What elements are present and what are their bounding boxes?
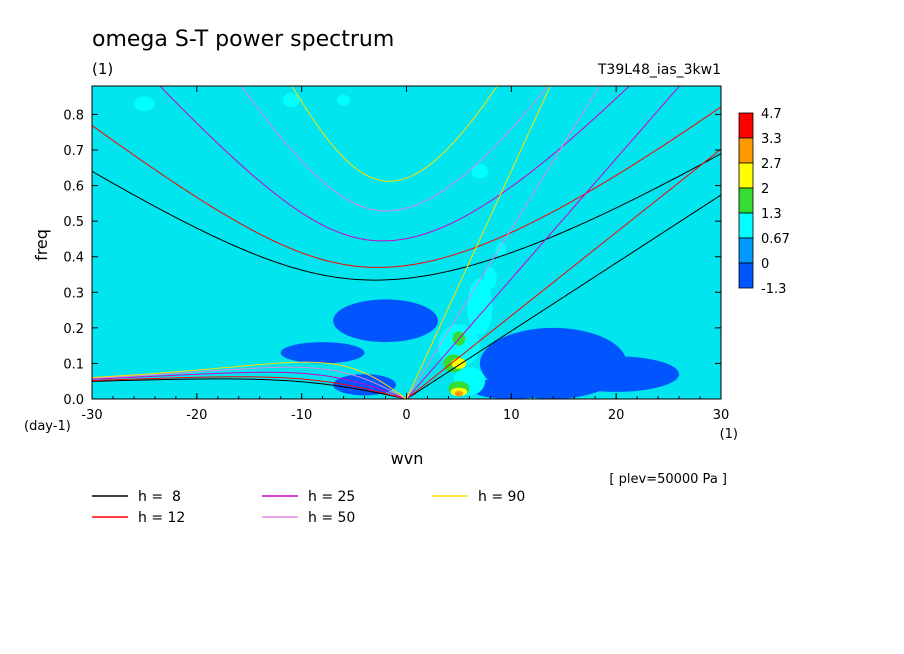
dispersion-curve-ig-h12: [92, 106, 721, 268]
spectral-patch-3: [553, 356, 680, 392]
dispersion-curve-rossby-h25: [92, 371, 407, 399]
dispersion-curve-ig-h25: [159, 86, 630, 242]
legend-label: h = 8: [138, 489, 181, 505]
y-tick-label: 0.0: [63, 393, 84, 408]
x-tick-label: 30: [713, 408, 730, 423]
x-tick-label: 20: [608, 408, 625, 423]
legend-label: h = 50: [308, 510, 355, 526]
colorbar-swatch: [738, 212, 754, 239]
x-tick-label: 0: [402, 408, 410, 423]
colorbar-label: 3.3: [761, 132, 782, 147]
dispersion-curve-kelvin-h90: [406, 86, 551, 399]
dispersion-curve-kelvin-h25: [406, 86, 681, 399]
plot-area: [91, 85, 722, 400]
colorbar-swatch: [738, 112, 754, 139]
x-tick-label: -10: [291, 408, 312, 423]
spectral-patch-11: [471, 164, 489, 179]
x-unit-label: (1): [720, 427, 738, 442]
spectral-patch-20: [454, 390, 464, 397]
colorbar-swatch: [738, 137, 754, 164]
y-tick-label: 0.8: [63, 108, 84, 123]
y-tick-label: 0.6: [63, 180, 84, 195]
colorbar-label: 2.7: [761, 157, 782, 172]
colorbar-swatch: [738, 187, 754, 214]
x-tick-label: 10: [503, 408, 520, 423]
colorbar: 4.7 3.3 2.7 2 1.3 0.67 0 -1.3: [738, 107, 790, 297]
dispersion-curve-ig-h50: [240, 86, 549, 212]
chart-title: omega S-T power spectrum: [92, 27, 394, 52]
colorbar-swatch: [738, 162, 754, 189]
dispersion-curve-ig-h90: [291, 86, 498, 182]
y-tick-label: 0.7: [63, 144, 84, 159]
dispersion-curve-ig-h8: [92, 153, 721, 281]
dispersion-curve-kelvin-h8: [406, 194, 721, 399]
colorbar-label: 1.3: [761, 207, 782, 222]
y-axis-label: freq: [32, 229, 51, 261]
spectral-patch-1: [280, 342, 365, 364]
y-tick-label: 0.4: [63, 251, 84, 266]
colorbar-label: -1.3: [761, 282, 786, 297]
spectral-patch-4: [469, 377, 554, 399]
chart-subtitle-left: (1): [92, 60, 113, 78]
colorbar-swatch: [738, 237, 754, 264]
spectral-patch-6: [467, 278, 493, 335]
spectral-patch-12: [133, 96, 155, 111]
legend-label: h = 12: [138, 510, 185, 526]
colorbar-label: 2: [761, 182, 769, 197]
colorbar-swatch: [738, 262, 754, 289]
colorbar-label: 0: [761, 257, 769, 272]
dispersion-curve-kelvin-h12: [406, 148, 721, 399]
y-tick-label: 0.5: [63, 215, 84, 230]
legend: h = 8 h = 12 h = 25 h = 50 h = 90: [92, 489, 525, 526]
y-tick-label: 0.1: [63, 357, 84, 372]
x-tick-label: -20: [186, 408, 207, 423]
spectral-patch-18: [451, 358, 467, 369]
spectral-patch-10: [495, 242, 507, 257]
legend-label: h = 90: [478, 489, 525, 505]
spectral-patch-13: [282, 93, 300, 108]
dispersion-curve-rossby-h8: [92, 378, 407, 399]
dispersion-curve-rossby-h12: [92, 376, 407, 399]
x-axis-label: wvn: [391, 449, 424, 468]
plot-background: [92, 86, 721, 399]
plev-note: [ plev=50000 Pa ]: [609, 472, 727, 487]
y-tick-label: 0.3: [63, 286, 84, 301]
y-tick-label: 0.2: [63, 322, 84, 337]
dispersion-curve-kelvin-h50: [406, 86, 601, 399]
x-tick-label: -30: [81, 408, 102, 423]
colorbar-label: 4.7: [761, 107, 782, 122]
spectral-patch-0: [333, 299, 438, 343]
chart-subtitle-right: T39L48_ias_3kw1: [597, 62, 721, 78]
legend-label: h = 25: [308, 489, 355, 505]
dispersion-curve-rossby-h90: [92, 361, 407, 399]
dispersion-curve-rossby-h50: [92, 366, 407, 399]
colorbar-label: 0.67: [761, 232, 790, 247]
spectral-patch-14: [337, 94, 350, 106]
y-unit-label: (day-1): [24, 419, 71, 434]
spectral-patch-9: [484, 267, 497, 289]
